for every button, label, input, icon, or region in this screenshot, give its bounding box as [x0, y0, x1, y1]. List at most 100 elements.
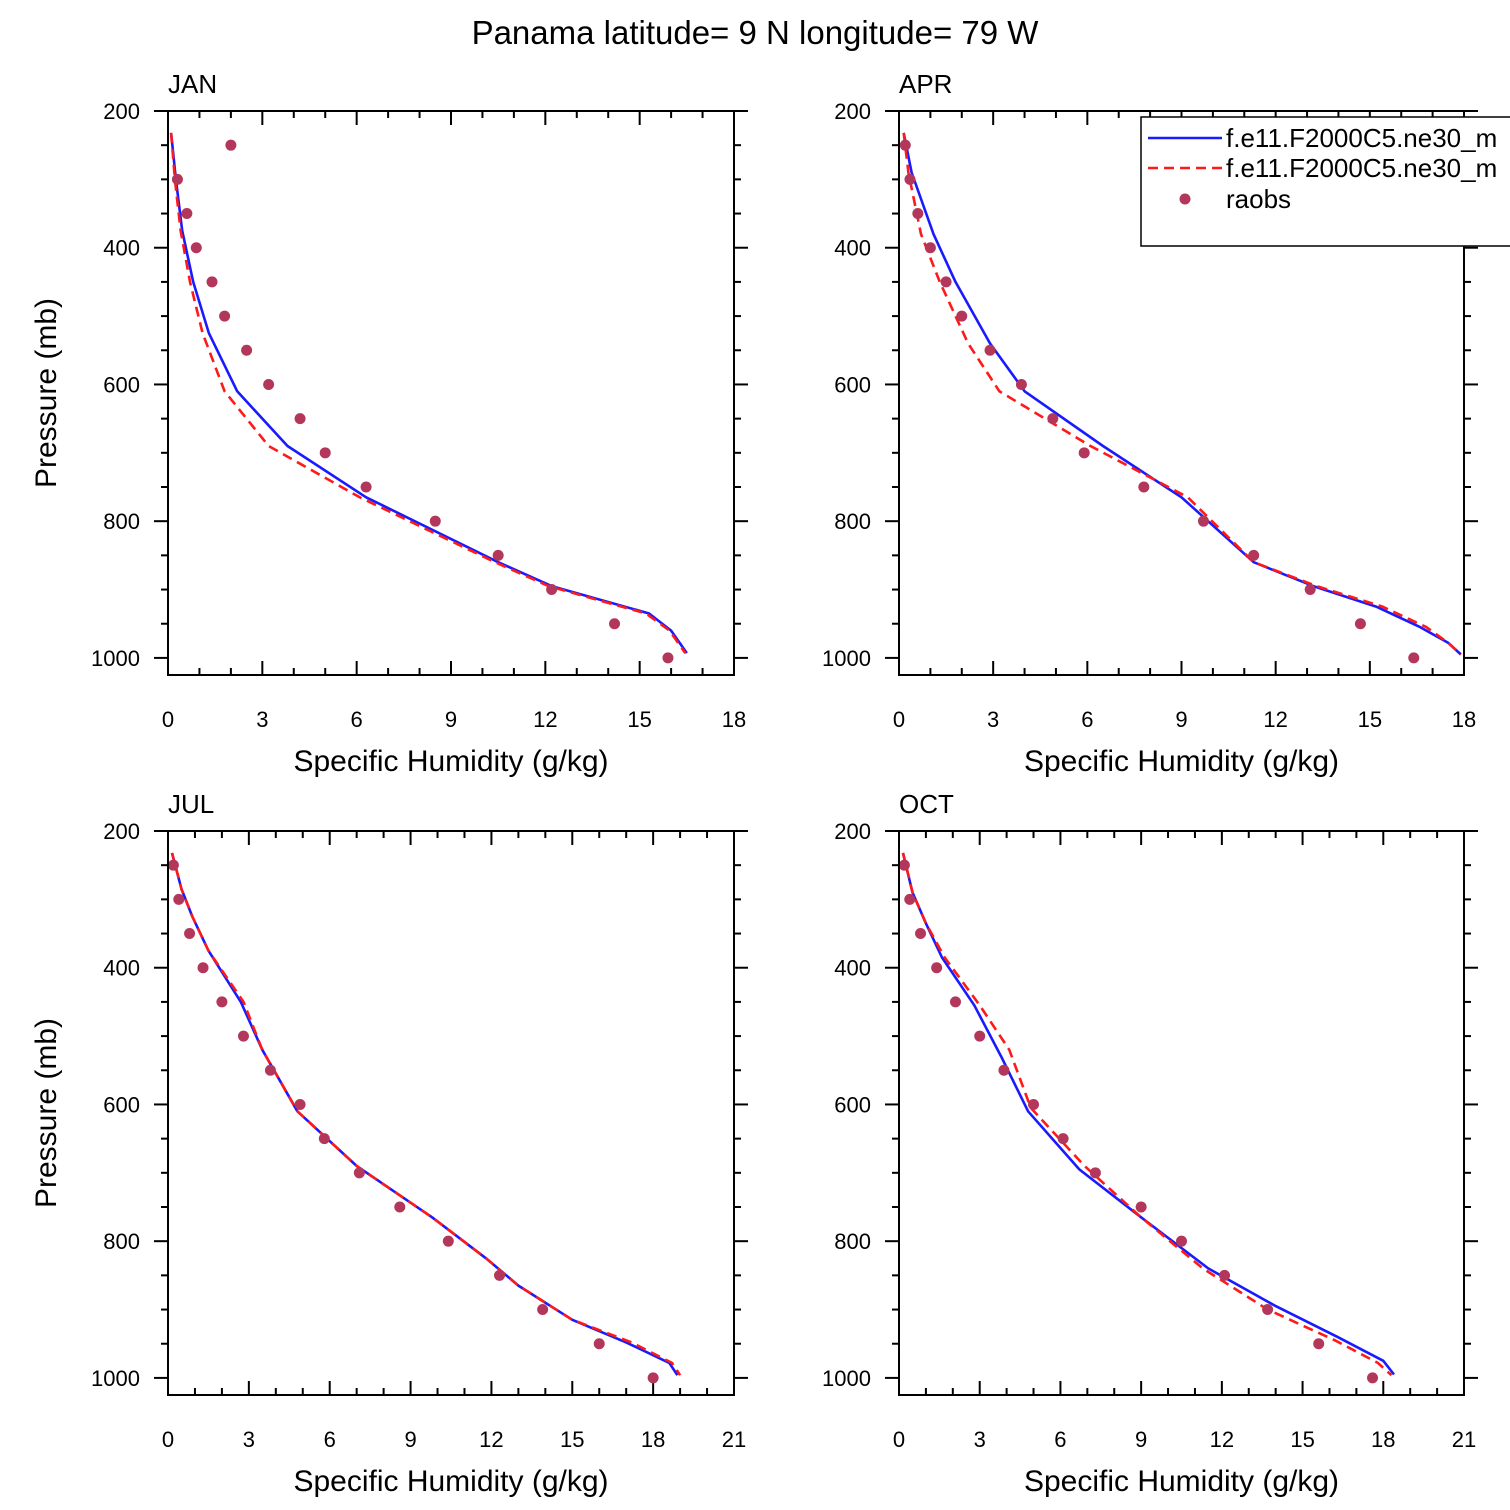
raobs-point: [609, 618, 621, 630]
legend: f.e11.F2000C5.ne30_m f.e11.F2000C5.ne30_…: [1140, 116, 1510, 247]
x-tick-label: 6: [1081, 707, 1093, 732]
y-tick-label: 800: [834, 509, 871, 534]
y-tick-label: 600: [834, 1092, 871, 1117]
y-tick-label: 600: [103, 1092, 140, 1117]
x-tick-label: 0: [162, 707, 174, 732]
x-tick-label: 0: [893, 1427, 905, 1452]
panel-oct: OCT 0 3 6 9 12 15 18 21 200 400 600 800 1000 Specific …: [822, 789, 1478, 1498]
panel-label: APR: [899, 69, 952, 99]
x-tick-label: 12: [533, 707, 557, 732]
raobs-point: [1028, 1098, 1040, 1110]
x-tick-label: 15: [627, 707, 651, 732]
raobs-point: [1176, 1235, 1187, 1247]
plot-frame: [898, 110, 1465, 676]
figure-title: Panama latitude= 9 N longitude= 79 W: [472, 14, 1040, 51]
raobs-point: [353, 1167, 365, 1179]
raobs-point: [1015, 378, 1027, 390]
x-tick-label: 6: [1054, 1427, 1066, 1452]
raobs-point: [974, 1030, 986, 1042]
y-tick-label: 1000: [91, 646, 140, 671]
raobs-point: [956, 310, 968, 322]
plot-frame: [167, 110, 735, 676]
raobs-point: [593, 1338, 605, 1350]
x-tick-label: 12: [479, 1427, 503, 1452]
x-tick-label: 21: [1452, 1427, 1476, 1452]
raobs-point: [1354, 618, 1366, 630]
legend-label-raobs: raobs: [1226, 184, 1291, 214]
model-line-dashed: [902, 132, 1462, 656]
x-tick-label: 9: [1175, 707, 1187, 732]
y-tick-label: 200: [834, 819, 871, 844]
raobs-point: [1047, 413, 1059, 425]
raobs-point: [184, 928, 196, 940]
raobs-point: [950, 996, 961, 1008]
raobs-point: [294, 413, 306, 425]
raobs-point: [931, 962, 943, 974]
plot-area: [169, 132, 688, 664]
x-tick-label: 6: [324, 1427, 336, 1452]
y-tick-label: 800: [103, 509, 140, 534]
raobs-point: [984, 344, 996, 356]
model-line-solid: [902, 132, 1462, 656]
raobs-point: [219, 310, 231, 322]
raobs-point: [394, 1201, 406, 1213]
y-tick-label: 600: [834, 372, 871, 397]
raobs-point: [241, 344, 253, 356]
raobs-point: [494, 1269, 506, 1281]
raobs-point: [1408, 652, 1420, 664]
y-tick-label: 400: [834, 236, 871, 261]
plot-frame: [167, 830, 735, 1396]
x-tick-label: 15: [560, 1427, 584, 1452]
raobs-point: [1304, 584, 1316, 596]
raobs-point: [1078, 447, 1090, 459]
raobs-point: [904, 173, 916, 185]
panel-apr: APR 0 3 6 9 12 15 18 200 400 600 800 1000 Specific Hu…: [822, 69, 1478, 778]
y-tick-label: 1000: [822, 646, 871, 671]
x-tick-label: 3: [256, 707, 268, 732]
y-tick-label: 1000: [91, 1366, 140, 1391]
x-tick-label: 3: [987, 707, 999, 732]
y-tick-label: 800: [103, 1229, 140, 1254]
model-line-solid: [169, 132, 688, 654]
raobs-point: [318, 1133, 330, 1145]
raobs-point: [173, 893, 185, 905]
raobs-point: [168, 859, 179, 871]
raobs-point: [263, 378, 275, 390]
x-tick-label: 9: [445, 707, 457, 732]
y-tick-label: 800: [834, 1229, 871, 1254]
raobs-point: [360, 481, 372, 493]
panel-jul: JUL 0 3 6 9 12 15 18 21 200 400 600 800 1000 Specific …: [30, 789, 748, 1498]
raobs-point: [924, 242, 936, 254]
x-axis-title: Specific Humidity (g/kg): [293, 745, 608, 778]
raobs-point: [1262, 1304, 1274, 1316]
raobs-point: [662, 652, 674, 664]
raobs-point: [294, 1098, 306, 1110]
plot-area: [168, 852, 682, 1384]
x-tick-label: 12: [1210, 1427, 1234, 1452]
raobs-point: [429, 515, 441, 527]
raobs-point: [998, 1064, 1010, 1076]
x-tick-label: 9: [404, 1427, 416, 1452]
x-axis-title: Specific Humidity (g/kg): [1024, 1465, 1339, 1498]
x-tick-label: 6: [351, 707, 363, 732]
raobs-point: [1248, 549, 1260, 561]
legend-swatch-raobs: [1179, 193, 1191, 205]
legend-label-model1: f.e11.F2000C5.ne30_m: [1226, 123, 1497, 153]
x-tick-label: 15: [1358, 707, 1382, 732]
y-tick-label: 200: [103, 99, 140, 124]
raobs-point: [904, 893, 916, 905]
x-tick-label: 9: [1135, 1427, 1147, 1452]
x-tick-label: 18: [1371, 1427, 1395, 1452]
panel-label: OCT: [899, 789, 954, 819]
raobs-point: [237, 1030, 249, 1042]
y-axis-title: Pressure (mb): [30, 1018, 63, 1208]
y-tick-label: 200: [103, 819, 140, 844]
raobs-point: [940, 276, 952, 288]
panel-jan: JAN 0 3 6 9 12 15 18 200 400 600 800 1000 Specific Hu…: [30, 69, 748, 778]
model-line-dashed: [169, 132, 687, 654]
raobs-point: [225, 139, 237, 151]
y-tick-label: 600: [103, 372, 140, 397]
x-axis-title: Specific Humidity (g/kg): [1024, 745, 1339, 778]
x-tick-label: 15: [1290, 1427, 1314, 1452]
